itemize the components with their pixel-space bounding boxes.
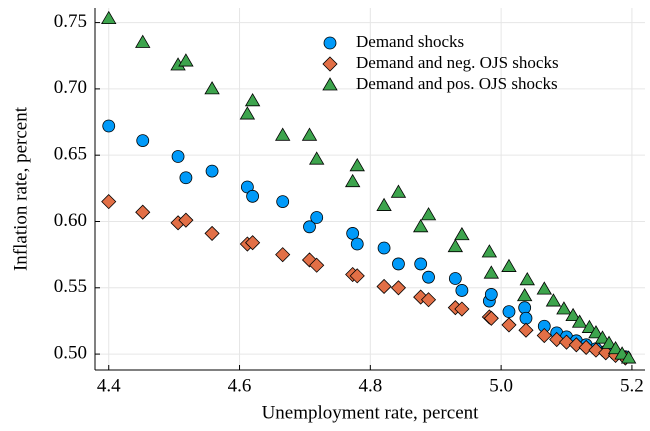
point: [135, 204, 151, 220]
point: [519, 311, 533, 325]
point: [246, 189, 260, 203]
point: [581, 319, 598, 333]
point: [516, 287, 533, 302]
point: [502, 305, 516, 319]
point: [454, 301, 470, 317]
point: [309, 257, 325, 273]
point: [484, 288, 498, 301]
point: [601, 335, 617, 349]
x-tick-label: 5.2: [620, 375, 644, 396]
x-tick-label: 4.4: [97, 375, 121, 396]
point: [377, 241, 391, 255]
point: [448, 272, 462, 285]
point: [536, 327, 552, 344]
point: [501, 258, 517, 272]
point: [536, 281, 552, 295]
point: [344, 173, 361, 188]
point: [349, 158, 365, 172]
point: [390, 280, 407, 296]
point: [239, 106, 256, 120]
y-axis-label: Inflation rate, percent: [10, 106, 31, 271]
point: [301, 127, 318, 141]
point: [420, 207, 437, 221]
point: [244, 93, 261, 107]
point: [245, 235, 261, 251]
point: [390, 184, 407, 198]
y-tick-label: 0.60: [54, 210, 87, 231]
x-tick-label: 4.8: [358, 375, 382, 396]
point: [565, 307, 581, 322]
point: [310, 211, 324, 224]
x-axis-label: Unemployment rate, percent: [262, 402, 480, 423]
point: [178, 53, 194, 67]
y-tick-label: 0.75: [54, 11, 87, 32]
point: [136, 134, 150, 148]
point: [518, 322, 534, 338]
point: [483, 310, 499, 326]
point: [455, 284, 469, 297]
point: [518, 301, 532, 315]
point: [205, 164, 219, 178]
point: [178, 212, 194, 228]
point: [101, 194, 117, 210]
point: [519, 272, 535, 286]
y-tick-label: 0.70: [54, 77, 87, 98]
point: [275, 247, 291, 263]
point: [101, 10, 117, 25]
point: [571, 314, 588, 328]
y-tick-label: 0.50: [54, 342, 87, 363]
legend-marker: [322, 77, 338, 91]
point: [483, 265, 500, 279]
legend-label: Demand and pos. OJS shocks: [356, 74, 558, 93]
point: [274, 127, 291, 141]
point: [447, 238, 464, 253]
point: [545, 293, 562, 307]
legend-marker: [322, 56, 338, 72]
point: [376, 197, 392, 211]
point: [556, 301, 572, 315]
point: [481, 244, 498, 258]
point: [392, 257, 405, 271]
point: [594, 330, 611, 344]
point: [422, 270, 435, 284]
point: [501, 317, 517, 333]
y-tick-label: 0.55: [54, 276, 87, 297]
y-tick-label: 0.65: [54, 144, 87, 165]
point: [349, 268, 365, 284]
point: [607, 340, 624, 355]
point: [276, 195, 290, 208]
x-tick-label: 4.6: [228, 375, 252, 396]
point: [414, 257, 428, 271]
point: [588, 325, 604, 339]
point: [171, 150, 185, 163]
point: [376, 278, 392, 295]
legend-marker: [323, 36, 337, 50]
point: [350, 237, 364, 251]
x-tick-label: 5.0: [489, 375, 513, 396]
point: [454, 226, 470, 241]
point: [102, 119, 116, 133]
point: [303, 220, 316, 234]
legend-label: Demand shocks: [356, 32, 464, 51]
point: [179, 171, 193, 185]
legend-label: Demand and neg. OJS shocks: [356, 53, 559, 72]
point: [346, 227, 360, 240]
point: [204, 225, 220, 241]
point: [420, 292, 437, 308]
point: [620, 350, 637, 364]
point: [135, 34, 151, 48]
point: [204, 81, 220, 95]
point: [309, 151, 325, 165]
point: [412, 218, 429, 233]
